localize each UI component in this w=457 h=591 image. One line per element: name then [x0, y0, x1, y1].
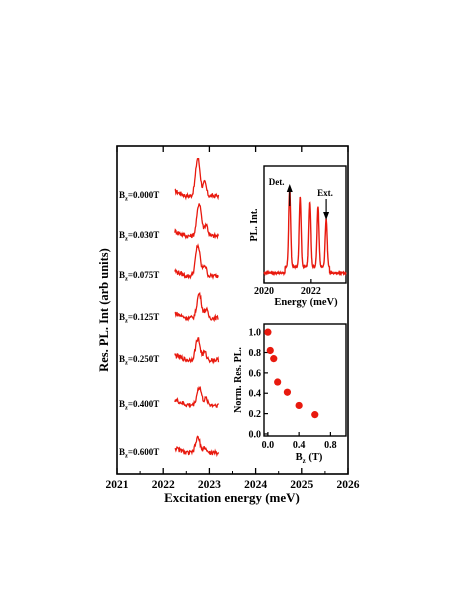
inset-bottom-points [264, 328, 319, 419]
spectrum-label: Bz=0.250T [119, 354, 159, 367]
spectrum-label-sub: z [125, 405, 128, 412]
spectrum-trace [174, 337, 220, 365]
inset-bottom-y-tick-label: 0.0 [249, 429, 262, 440]
inset-top-x-tick-label: 2022 [301, 286, 321, 297]
main-x-tick-label: 2025 [290, 479, 313, 491]
spectrum-label-value: =0.125T [128, 312, 159, 322]
inset-bottom-y-tick-label: 0.2 [249, 409, 262, 420]
inset-top-trace [263, 188, 347, 277]
inset-bottom-x-axis-label: Bz (T) [296, 452, 323, 465]
spectra-labels: Bz=0.000TBz=0.030TBz=0.075TBz=0.125TBz=0… [119, 190, 159, 460]
main-x-tick-label: 2022 [152, 479, 175, 491]
main-x-tick-label: 2024 [244, 479, 267, 491]
spectrum-label-sub: z [125, 276, 128, 283]
main-panel: Res. PL. Int (arb units) 2021 2022 2023 202… [97, 145, 360, 505]
spectrum-label-value: =0.075T [128, 270, 159, 280]
inset-top-frame [263, 165, 347, 284]
spectrum-label: Bz=0.125T [119, 312, 159, 325]
main-x-tick-label: 2023 [198, 479, 221, 491]
det-arrow-head [286, 184, 293, 192]
inset-bottom-y-tick-label: 0.6 [249, 368, 262, 379]
data-point [270, 355, 278, 363]
spectrum-label-sub: z [125, 453, 128, 460]
spectrum-label-value: =0.030T [128, 230, 159, 240]
inset-top-x-tick-label: 2020 [254, 286, 274, 297]
inset-bottom-x-tick-label: 0.8 [324, 440, 337, 451]
main-x-axis-label: Excitation energy (meV) [164, 490, 300, 505]
spectrum-label-sub: z [125, 318, 128, 325]
data-point [266, 346, 274, 355]
spectrum-label: Bz=0.400T [119, 399, 159, 412]
inset-bottom-y-tick-label: 1.0 [249, 328, 262, 339]
inset-bottom-y-axis-label: Norm. Res. PL. [233, 347, 244, 413]
inset-bottom-y-ticks: 0.0 0.2 0.4 0.6 0.8 1.0 [249, 328, 268, 440]
spectrum-label-main: B [119, 447, 125, 457]
spectrum-label-value: =0.250T [128, 354, 159, 364]
inset-bottom-x-label-sub: z [303, 457, 306, 465]
inset-bottom-x-label-rest: (T) [306, 452, 323, 463]
inset-bottom-x-tick-label: 0.4 [293, 440, 306, 451]
inset-bottom-x-tick-label: 0.0 [262, 440, 275, 451]
inset-bottom-x-label-main: B [296, 452, 303, 463]
spectrum-label-sub: z [125, 196, 128, 203]
inset-bottom-frame [263, 323, 347, 437]
inset-top-annotations: Det. Ext. [269, 177, 333, 220]
inset-bottom-x-ticks: 0.0 0.4 0.8 [262, 432, 337, 451]
spectrum-label-value: =0.400T [128, 399, 159, 409]
spectrum-trace [174, 203, 220, 240]
spectrum-label-main: B [119, 312, 125, 322]
inset-bottom-y-tick-label: 0.4 [249, 389, 262, 400]
det-annotation: Det. [269, 177, 285, 187]
spectrum-label: Bz=0.030T [119, 230, 159, 243]
spectrum-trace [174, 385, 220, 409]
spectrum-label: Bz=0.600T [119, 447, 159, 460]
inset-bottom: Norm. Res. PL. 0.0 0.2 0.4 0.6 0.8 1.0 0.0 0.4… [233, 323, 347, 465]
spectrum-label-main: B [119, 354, 125, 364]
spectrum-label-value: =0.600T [128, 447, 159, 457]
data-point [295, 401, 303, 410]
main-x-tick-label: 2026 [337, 479, 360, 491]
data-point [311, 411, 319, 419]
inset-top-x-ticks: 2020 2022 [254, 279, 321, 297]
spectrum-label-main: B [119, 190, 125, 200]
spectrum-trace [174, 291, 219, 323]
spectrum-label-value: =0.000T [128, 190, 159, 200]
spectrum-trace [174, 243, 219, 280]
spectra-traces [174, 157, 220, 458]
inset-top-y-axis-label: PL. Int. [249, 208, 260, 242]
spectrum-label: Bz=0.000T [119, 190, 159, 203]
spectrum-label-sub: z [125, 360, 128, 367]
spectrum-label-main: B [119, 230, 125, 240]
ext-annotation: Ext. [317, 188, 333, 198]
data-point [274, 378, 282, 386]
spectrum-trace [174, 157, 220, 201]
main-y-axis-label: Res. PL. Int (arb units) [97, 248, 111, 372]
data-point [264, 328, 272, 336]
main-x-tick-label: 2021 [106, 479, 129, 491]
spectrum-label-main: B [119, 270, 125, 280]
data-point [283, 388, 292, 396]
spectrum-label: Bz=0.075T [119, 270, 159, 283]
ext-arrow-head [323, 212, 330, 220]
inset-top-x-axis-label: Energy (meV) [274, 297, 338, 308]
inset-top: PL. Int. 2020 2022 Energy (meV) Det. Ext. [249, 165, 347, 308]
spectrum-label-sub: z [125, 236, 128, 243]
main-x-ticks: 2021 2022 2023 2024 2025 2026 [106, 146, 360, 491]
spectrum-label-main: B [119, 399, 125, 409]
spectrum-trace [174, 435, 220, 458]
inset-bottom-y-tick-label: 0.8 [249, 348, 262, 359]
